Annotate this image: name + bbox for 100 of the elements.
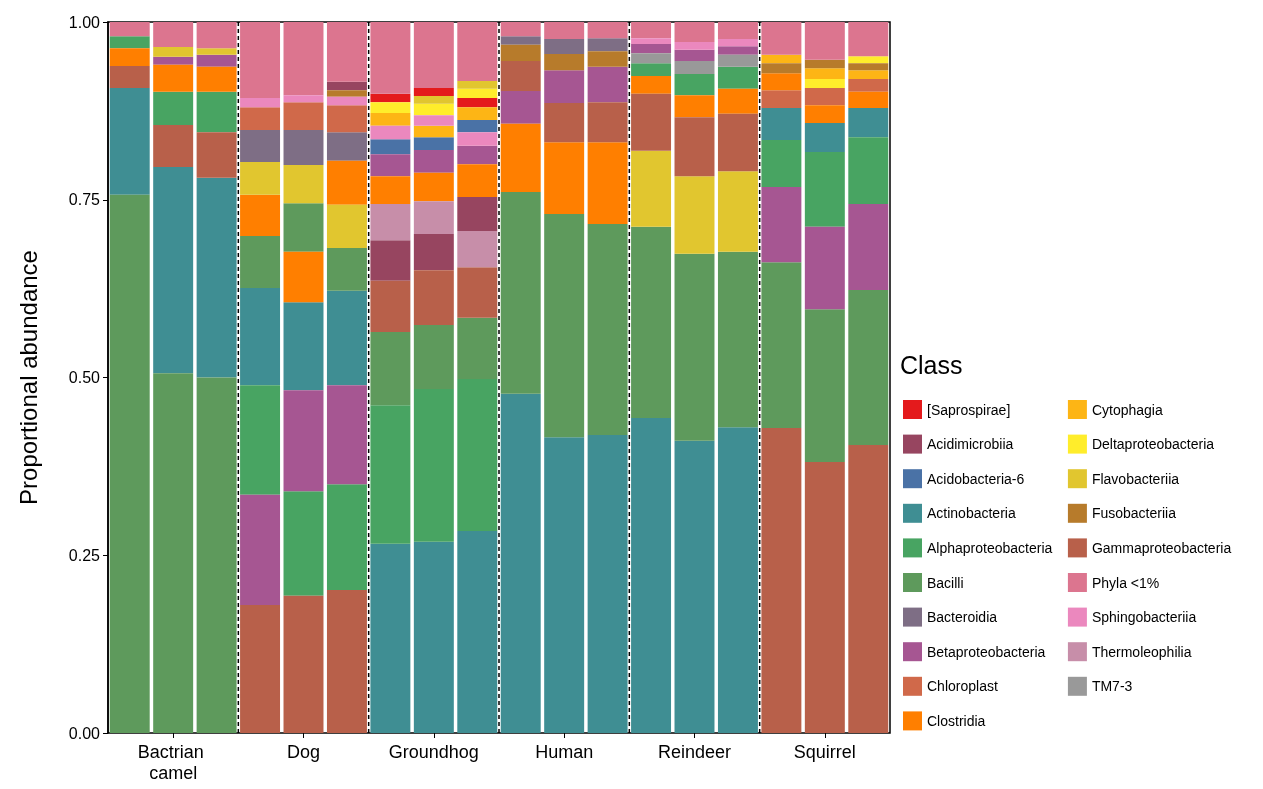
bar: [196, 177, 237, 378]
bar: [804, 78, 845, 89]
bar: [413, 95, 454, 104]
legend-label: Bacilli: [927, 574, 964, 591]
bar: [196, 91, 237, 133]
bar: [370, 176, 411, 205]
bar: [240, 194, 281, 237]
bar: [283, 95, 324, 103]
bar: [500, 191, 541, 394]
legend-label: Phyla <1%: [1091, 574, 1160, 591]
bar: [587, 142, 628, 224]
bar: [804, 122, 845, 153]
y-tick-label: 0.25: [68, 546, 101, 564]
bar: [109, 88, 150, 195]
bar: [196, 22, 237, 49]
bar: [457, 145, 498, 165]
bar: [326, 96, 367, 106]
bar: [283, 164, 324, 204]
bar: [848, 78, 889, 92]
bar: [674, 49, 715, 62]
bar: [326, 204, 367, 249]
bar: [240, 494, 281, 606]
legend-label: Acidobacteria-6: [927, 470, 1025, 487]
x-tick-label: Reindeer: [657, 741, 732, 762]
bar: [326, 81, 367, 91]
bar: [326, 90, 367, 97]
bar: [196, 377, 237, 733]
bar: [717, 39, 758, 47]
bar: [674, 73, 715, 96]
bar: [457, 107, 498, 121]
bar: [761, 22, 802, 55]
bar: [674, 117, 715, 177]
bar: [240, 236, 281, 288]
bar: [240, 385, 281, 495]
legend-label: Flavobacteriia: [1091, 470, 1180, 487]
bar: [326, 385, 367, 485]
legend-label: Betaproteobacteria: [927, 643, 1046, 660]
legend-title: Class: [900, 350, 963, 379]
bar: [240, 107, 281, 131]
bar: [413, 270, 454, 325]
bar: [717, 251, 758, 428]
bar: [370, 332, 411, 406]
bar: [804, 462, 845, 733]
bar: [109, 194, 150, 733]
bar: [717, 22, 758, 40]
bar: [240, 162, 281, 195]
bar: [631, 22, 672, 39]
bar: [370, 204, 411, 241]
bar: [457, 378, 498, 532]
bar: [283, 302, 324, 391]
bar: [631, 63, 672, 77]
legend-label: Acidimicrobiia: [927, 436, 1014, 453]
bar: [326, 590, 367, 733]
bar: [457, 164, 498, 197]
bar: [457, 531, 498, 733]
bar: [283, 251, 324, 303]
bar: [153, 373, 194, 733]
bar: [370, 240, 411, 281]
bar: [240, 22, 281, 99]
bar: [674, 176, 715, 254]
bar: [804, 309, 845, 463]
bar: [413, 115, 454, 126]
bar: [109, 36, 150, 49]
bar: [370, 405, 411, 544]
bar: [761, 140, 802, 187]
bar: [587, 102, 628, 143]
bar: [153, 22, 194, 47]
bar: [587, 223, 628, 436]
bar: [500, 61, 541, 91]
bar: [283, 390, 324, 492]
bar: [848, 91, 889, 109]
bar: [240, 98, 281, 108]
bar: [804, 226, 845, 310]
bar: [413, 125, 454, 138]
legend-label: Deltaproteobacteria: [1091, 436, 1215, 453]
legend-label: Alphaproteobacteria: [927, 539, 1053, 556]
bar: [761, 427, 802, 733]
bar: [326, 484, 367, 591]
y-tick-label: 0.50: [68, 369, 101, 386]
bar: [283, 22, 324, 96]
bar: [457, 22, 498, 82]
legend-label: Sphingobacteriia: [1091, 609, 1197, 626]
bar: [631, 150, 672, 227]
bar: [631, 226, 672, 419]
bar: [457, 196, 498, 232]
bar: [413, 103, 454, 116]
bar: [544, 54, 585, 71]
bar: [761, 54, 802, 64]
bar: [370, 280, 411, 332]
bar: [326, 160, 367, 205]
bar: [848, 70, 889, 79]
bar: [631, 53, 672, 64]
bar: [804, 68, 845, 79]
bar: [848, 63, 889, 71]
y-tick-label: 0.75: [68, 191, 101, 209]
y-tick-label: 1.00: [68, 13, 101, 31]
bar: [674, 41, 715, 50]
bar: [283, 595, 324, 733]
legend-label: TM7-3: [1091, 678, 1133, 695]
bar: [326, 132, 367, 161]
